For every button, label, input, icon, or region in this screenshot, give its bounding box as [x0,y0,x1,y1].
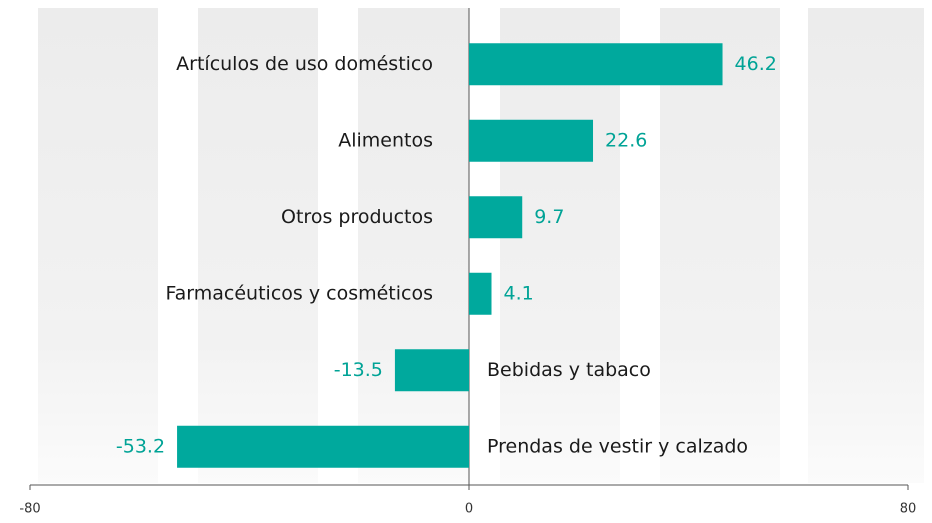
category-label: Bebidas y tabaco [487,359,651,381]
bar [469,196,523,239]
category-label: Alimentos [338,129,433,151]
value-label: 46.2 [735,53,777,75]
bar [177,425,469,468]
category-label: Otros productos [281,206,433,228]
value-label: 4.1 [503,282,533,304]
x-tick-label: 0 [465,502,473,517]
bar [394,349,469,392]
bar [469,119,594,162]
value-label: -53.2 [116,435,165,457]
x-tick-label: 80 [900,502,917,517]
value-label: 22.6 [605,129,647,151]
bar [469,272,492,315]
bar [469,43,723,86]
value-label: -13.5 [334,359,383,381]
background-stripes [38,8,924,483]
category-label: Prendas de vestir y calzado [487,435,748,457]
value-label: 9.7 [534,206,564,228]
category-label: Farmacéuticos y cosméticos [165,282,433,304]
x-tick-label: -80 [19,502,40,517]
category-label: Artículos de uso doméstico [176,53,433,75]
